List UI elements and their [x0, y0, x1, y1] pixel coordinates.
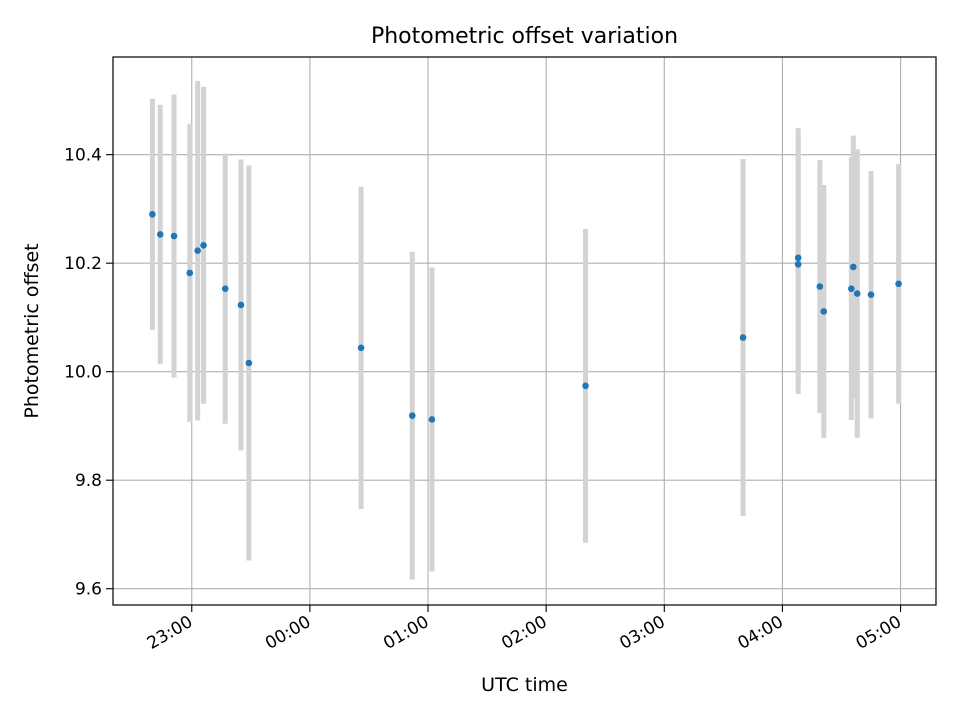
data-points — [149, 211, 902, 423]
y-axis-label: Photometric offset — [21, 243, 43, 418]
data-point — [149, 211, 156, 218]
data-point — [156, 231, 164, 238]
data-point — [186, 269, 194, 277]
data-point — [408, 412, 416, 419]
y-tick-label: 9.6 — [75, 580, 102, 600]
y-tick-label: 9.8 — [75, 471, 102, 491]
data-point — [848, 285, 855, 292]
data-point — [194, 247, 201, 254]
data-point — [895, 280, 902, 288]
plot-frame — [112, 56, 937, 606]
x-axis-label: UTC time — [481, 674, 568, 696]
data-point — [582, 382, 589, 390]
data-point — [739, 334, 747, 341]
data-point — [428, 416, 436, 423]
data-point — [794, 254, 802, 262]
data-point — [853, 290, 861, 297]
chart-title: Photometric offset variation — [371, 24, 678, 49]
data-point — [237, 301, 245, 309]
data-point — [794, 260, 802, 268]
data-point — [221, 285, 229, 292]
data-point — [850, 263, 857, 271]
data-point — [867, 291, 875, 298]
data-point — [820, 308, 828, 315]
data-point — [357, 344, 365, 352]
data-point — [170, 232, 178, 240]
data-point — [200, 241, 207, 249]
data-point — [245, 359, 253, 367]
y-tick-label: 10.0 — [64, 363, 102, 383]
y-tick-label: 10.2 — [64, 254, 102, 274]
data-point — [816, 283, 824, 290]
y-axis-ticks: 9.6 9.8 10.0 10.2 10.4 — [64, 146, 113, 600]
y-tick-label: 10.4 — [64, 146, 102, 166]
